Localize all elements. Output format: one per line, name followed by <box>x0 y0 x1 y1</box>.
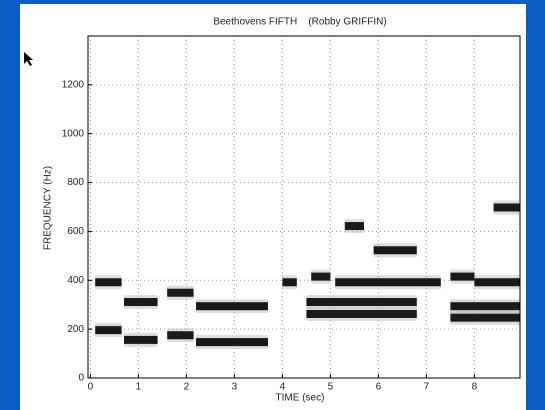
note <box>335 278 441 287</box>
x-tick-label: 7 <box>424 382 430 393</box>
note <box>167 331 194 340</box>
note <box>196 302 268 311</box>
y-axis-label: FREQUENCY (Hz) <box>43 166 54 250</box>
note <box>95 326 122 335</box>
y-tick-label: 400 <box>67 275 84 286</box>
note <box>450 272 475 281</box>
x-tick-label: 6 <box>376 382 382 393</box>
x-tick-label: 4 <box>280 382 286 393</box>
x-axis-label: TIME (sec) <box>276 393 325 404</box>
note <box>167 288 194 297</box>
x-tick-label: 5 <box>328 382 334 393</box>
note <box>196 338 268 347</box>
y-tick-label: 1000 <box>62 128 85 139</box>
x-tick-label: 8 <box>472 382 478 393</box>
x-tick-label: 1 <box>136 382 142 393</box>
plot-frame <box>87 35 521 379</box>
y-tick-label: 600 <box>67 226 84 237</box>
y-tick-label: 0 <box>78 373 84 384</box>
note <box>124 335 158 344</box>
note <box>306 309 417 318</box>
note <box>450 313 520 322</box>
note <box>306 298 417 307</box>
mouse-cursor <box>24 52 33 66</box>
note <box>282 278 297 287</box>
note <box>373 246 417 255</box>
x-tick-label: 2 <box>184 382 190 393</box>
y-tick-label: 200 <box>67 324 84 335</box>
chart-title: Beethovens FIFTH (Robby GRIFFIN) <box>213 17 386 28</box>
x-tick-label: 3 <box>232 382 238 393</box>
note <box>493 203 520 212</box>
y-tick-label: 800 <box>67 177 84 188</box>
note <box>95 278 122 287</box>
note <box>124 298 158 307</box>
note <box>474 278 520 287</box>
y-tick-label: 1200 <box>62 79 85 90</box>
note <box>450 302 520 311</box>
note <box>311 272 331 281</box>
x-tick-label: 0 <box>88 382 94 393</box>
figure-background <box>20 4 526 410</box>
note <box>344 222 364 231</box>
